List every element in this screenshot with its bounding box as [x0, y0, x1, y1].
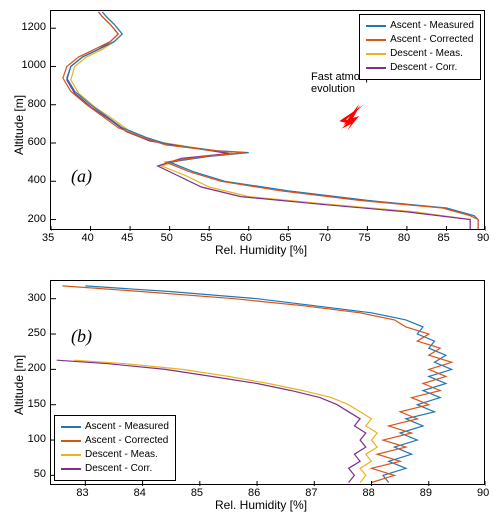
legend-text: Descent - Meas.	[85, 448, 158, 462]
panel-a-xlabel: Rel. Humidity [%]	[215, 243, 307, 257]
legend-row: Descent - Meas.	[366, 47, 474, 61]
arrow-icon	[331, 96, 371, 136]
legend-swatch	[61, 468, 81, 470]
legend-swatch	[61, 440, 81, 442]
legend-text: Ascent - Measured	[390, 19, 474, 33]
legend-text: Ascent - Measured	[85, 420, 169, 434]
legend-swatch	[366, 39, 386, 41]
legend-swatch	[61, 426, 81, 428]
panel-b-xlabel: Rel. Humidity [%]	[215, 498, 307, 512]
legend-swatch	[366, 67, 386, 69]
legend-text: Ascent - Corrected	[390, 33, 473, 47]
legend-row: Descent - Corr.	[366, 61, 474, 75]
panel-b-letter: (b)	[71, 326, 92, 347]
legend-row: Ascent - Measured	[61, 420, 169, 434]
legend-row: Ascent - Corrected	[366, 33, 474, 47]
legend-row: Ascent - Measured	[366, 19, 474, 33]
panel-a-legend: Ascent - Measured Ascent - Corrected Des…	[359, 14, 481, 80]
legend-text: Descent - Corr.	[85, 462, 152, 476]
legend-text: Descent - Corr.	[390, 61, 457, 75]
legend-row: Descent - Meas.	[61, 448, 169, 462]
panel-a: (a) Fast atmospheric evolution Ascent - …	[50, 10, 485, 230]
legend-row: Ascent - Corrected	[61, 434, 169, 448]
legend-swatch	[61, 454, 81, 456]
legend-swatch	[366, 25, 386, 27]
legend-swatch	[366, 53, 386, 55]
panel-a-letter: (a)	[71, 166, 92, 187]
legend-row: Descent - Corr.	[61, 462, 169, 476]
panel-b: (b) Ascent - Measured Ascent - Corrected…	[50, 280, 485, 485]
legend-text: Descent - Meas.	[390, 47, 463, 61]
legend-text: Ascent - Corrected	[85, 434, 168, 448]
panel-b-legend: Ascent - Measured Ascent - Corrected Des…	[54, 415, 176, 481]
figure-container: (a) Fast atmospheric evolution Ascent - …	[0, 0, 500, 516]
